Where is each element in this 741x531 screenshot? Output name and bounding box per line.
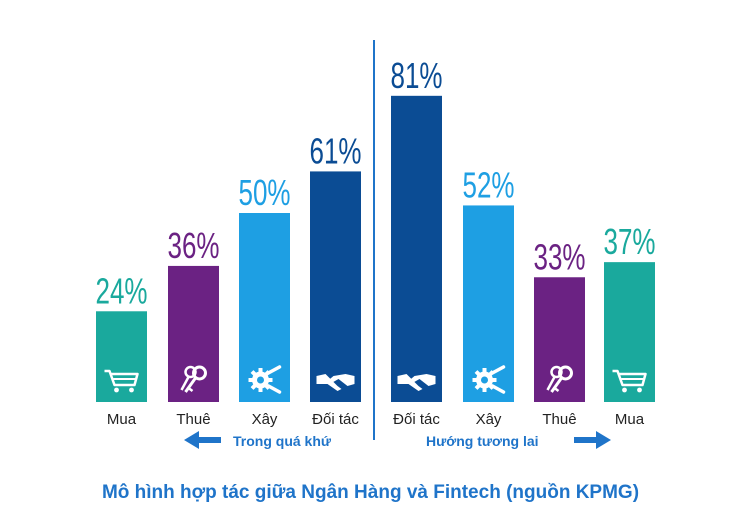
bar-đối-tác [310, 171, 361, 402]
period-label-past: Trong quá khứ [233, 433, 332, 449]
arrow-right-icon [574, 431, 611, 449]
category-label: Thuê [176, 411, 210, 428]
chart-caption: Mô hình hợp tác giữa Ngân Hàng và Fintec… [101, 482, 640, 503]
value-label: 24% [96, 270, 148, 311]
handshake-icon [316, 374, 355, 391]
keys-icon [546, 365, 573, 393]
bar-mua [96, 311, 147, 402]
shopping-cart-icon [612, 369, 647, 393]
period-label-future: Hướng tương lai [426, 433, 539, 449]
arrow-left-icon [184, 431, 221, 449]
value-label: 81% [391, 55, 443, 96]
bar-mua [604, 262, 655, 402]
shopping-cart-icon [104, 369, 139, 393]
value-label: 61% [310, 130, 362, 171]
value-label: 50% [239, 172, 291, 213]
category-label: Mua [107, 411, 137, 428]
bar-xây [239, 213, 290, 402]
gear-wrench-icon [472, 365, 506, 394]
keys-icon [180, 365, 207, 393]
category-label: Thuê [542, 411, 576, 428]
category-label: Đối tác [393, 411, 440, 428]
value-label: 52% [463, 164, 515, 205]
bar-xây [463, 205, 514, 402]
category-label: Xây [476, 411, 502, 428]
value-label: 36% [168, 225, 220, 266]
category-label: Mua [615, 411, 645, 428]
bar-đối-tác [391, 95, 442, 402]
value-label: 33% [534, 236, 586, 277]
category-label: Xây [252, 411, 278, 428]
value-label: 37% [604, 221, 656, 262]
handshake-icon [397, 374, 436, 391]
gear-wrench-icon [248, 365, 282, 394]
category-label: Đối tác [312, 411, 359, 428]
